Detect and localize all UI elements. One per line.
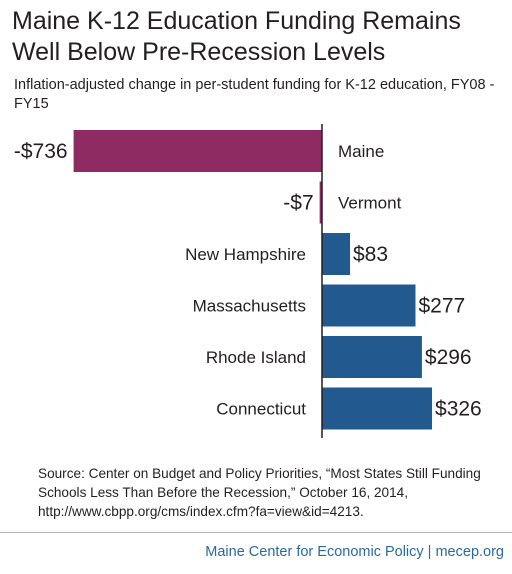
category-label-massachusetts: Massachusetts [193,297,306,316]
bar-vermont [319,181,322,224]
value-label-new-hampshire: $83 [353,243,388,266]
footer-divider [0,532,512,533]
source-note: Source: Center on Budget and Policy Prio… [38,466,481,519]
category-label-vermont: Vermont [338,194,402,213]
value-label-maine: -$736 [14,140,68,163]
value-label-connecticut: $326 [435,398,482,421]
bar-chart: Maine -$736 Vermont -$7 New Hampshire $83 Mass… [14,124,482,438]
chart-title: Maine K-12 Education Funding Remains Wel… [12,7,461,66]
bar-rhode-island [322,336,422,378]
category-label-connecticut: Connecticut [216,400,306,419]
bar-massachusetts [322,284,416,327]
footer-credit: Maine Center for Economic Policy | mecep… [205,544,504,560]
category-label-maine: Maine [338,142,384,161]
chart-subtitle: Inflation-adjusted change in per-student… [14,77,495,112]
category-label-rhode-island: Rhode Island [206,348,306,367]
value-label-massachusetts: $277 [418,295,465,318]
bar-maine [73,130,322,172]
bar-new-hampshire [322,233,351,275]
category-label-new-hampshire: New Hampshire [185,245,306,264]
bars-layer: Maine -$736 Vermont -$7 New Hampshire $83 Mass… [14,130,482,430]
bar-connecticut [322,387,433,430]
value-label-rhode-island: $296 [425,346,472,369]
value-label-vermont: -$7 [283,192,313,215]
